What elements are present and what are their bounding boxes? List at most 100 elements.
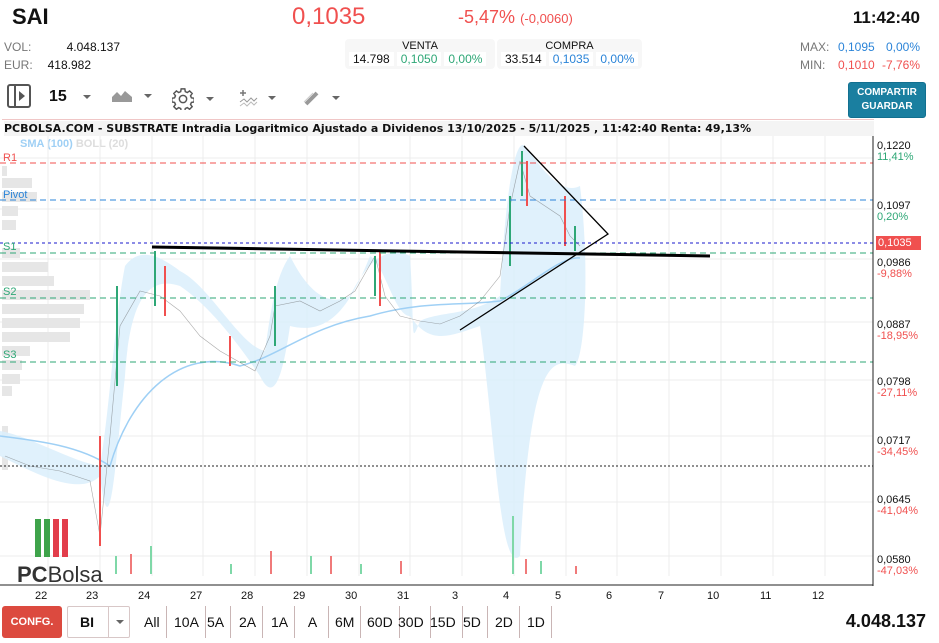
range-60d[interactable]: 60D <box>361 606 400 638</box>
chevron-down-icon <box>332 96 340 100</box>
venta-title: VENTA <box>402 40 438 52</box>
chevron-down-icon <box>116 620 124 624</box>
range-1d[interactable]: 1D <box>521 606 552 638</box>
eur-value: 418.982 <box>47 58 91 72</box>
price-change: -5,47% (-0,0060) <box>458 7 573 28</box>
max-label: MAX: <box>800 40 830 54</box>
y-tick: 0,0580 -47,03% <box>877 554 918 577</box>
settings-select[interactable] <box>172 88 214 110</box>
compra-title: COMPRA <box>545 40 594 52</box>
ticker-symbol: SAI <box>12 4 49 29</box>
chevron-down-icon <box>206 97 214 101</box>
pivot-label-s1: S1 <box>3 241 17 253</box>
current-price-marker: 0,1035 <box>876 236 921 250</box>
min-value: 0,1010 <box>838 58 875 72</box>
chart-area[interactable] <box>2 119 874 586</box>
x-tick: 10 <box>707 590 720 602</box>
chevron-down-icon <box>144 94 152 98</box>
drawing-tools-select[interactable] <box>302 88 340 108</box>
pencil-icon <box>303 91 319 106</box>
y-tick: 0,0986 -9,88% <box>877 257 912 280</box>
share-save-button[interactable]: COMPARTIR GUARDAR <box>848 82 926 118</box>
interval-select[interactable]: 15 <box>49 88 91 106</box>
x-tick: 7 <box>658 590 665 602</box>
y-tick: 0,1097 0,20% <box>877 200 911 223</box>
range-10a[interactable]: 10A <box>168 606 206 638</box>
bi-value: BI <box>80 614 94 630</box>
range-2a[interactable]: 2A <box>233 606 264 638</box>
x-tick: 28 <box>241 590 254 602</box>
compra-pct: 0,00% <box>596 52 639 66</box>
pivot-label-s2: S2 <box>3 286 17 298</box>
range-2d[interactable]: 2D <box>489 606 520 638</box>
range-a[interactable]: A <box>297 606 329 638</box>
change-abs: (-0,0060) <box>520 11 573 26</box>
venta-qty: 14.798 <box>349 52 394 66</box>
y-tick: 0,0717 -34,45% <box>877 435 918 458</box>
chart-title: PCBOLSA.COM - SUBSTRATE Intradia Logarit… <box>4 121 874 136</box>
range-all[interactable]: All <box>138 606 167 638</box>
range-15d[interactable]: 15D <box>424 606 463 638</box>
save-label: GUARDAR <box>861 101 913 112</box>
chevron-down-icon <box>82 95 91 99</box>
x-tick: 24 <box>138 590 151 602</box>
compra-box: COMPRA 33.514 0,1035 0,00% <box>497 39 642 69</box>
venta-box: VENTA 14.798 0,1050 0,00% <box>345 39 495 69</box>
range-30d[interactable]: 30D <box>392 606 431 638</box>
price-chart: PCBolsa <box>0 136 874 586</box>
pcbolsa-logo-icon <box>35 519 68 557</box>
interval-value: 15 <box>49 88 67 105</box>
legend-boll[interactable]: BOLL (20) <box>75 138 129 150</box>
y-tick: 0,0798 -27,11% <box>877 376 918 399</box>
legend-sma[interactable]: SMA (100) <box>20 138 73 150</box>
range-5a[interactable]: 5A <box>201 606 232 638</box>
x-tick: 22 <box>35 590 48 602</box>
max-value: 0,1095 <box>838 40 875 54</box>
x-tick: 3 <box>452 590 459 602</box>
x-tick: 6 <box>606 590 613 602</box>
x-tick: 27 <box>190 590 203 602</box>
compra-qty: 33.514 <box>501 52 546 66</box>
change-pct: -5,47% <box>458 7 516 27</box>
range-5d[interactable]: 5D <box>457 606 488 638</box>
range-1a[interactable]: 1A <box>265 606 296 638</box>
max-pct: 0,00% <box>886 40 921 54</box>
x-tick: 11 <box>760 590 772 602</box>
compra-price: 0,1035 <box>548 52 594 66</box>
last-price: 0,1035 <box>292 3 366 30</box>
pivot-label-s3: S3 <box>3 349 17 361</box>
x-tick: 23 <box>86 590 99 602</box>
share-label: COMPARTIR <box>857 87 917 98</box>
last-update-time: 11:42:40 <box>852 8 920 27</box>
range-6m[interactable]: 6M <box>329 606 362 638</box>
x-tick: 5 <box>555 590 562 602</box>
x-tick: 12 <box>812 590 825 602</box>
add-indicator-icon <box>239 90 258 107</box>
vol-label: VOL: <box>4 40 32 54</box>
x-tick: 31 <box>397 590 410 602</box>
y-tick: 0,1220 11,41% <box>877 140 914 163</box>
bi-select[interactable]: BI <box>67 606 130 638</box>
min-pct: -7,76% <box>882 58 921 72</box>
panel-toggle-icon <box>7 84 31 108</box>
toggle-panel-button[interactable] <box>7 84 31 108</box>
indicator-legend: SMA (100) BOLL (20) <box>20 138 128 150</box>
venta-price: 0,1050 <box>396 52 442 66</box>
y-tick: 0,0645 -41,04% <box>877 494 918 517</box>
volume-total: 4.048.137 <box>845 611 926 631</box>
watermark-text: PCBolsa <box>17 562 103 586</box>
min-label: MIN: <box>800 58 826 72</box>
config-button[interactable]: CONFG. <box>2 606 62 638</box>
gear-icon <box>172 88 194 110</box>
area-chart-icon <box>112 91 132 102</box>
chart-type-select[interactable] <box>112 90 152 102</box>
x-tick: 29 <box>293 590 306 602</box>
x-tick: 4 <box>503 590 510 602</box>
indicators-select[interactable] <box>238 88 276 108</box>
chevron-down-icon <box>268 96 276 100</box>
pivot-label-pivot: Pivot <box>3 189 28 201</box>
vol-value: 4.048.137 <box>66 40 120 54</box>
venta-pct: 0,00% <box>444 52 487 66</box>
x-tick: 30 <box>345 590 358 602</box>
pivot-label-r1: R1 <box>3 152 18 164</box>
